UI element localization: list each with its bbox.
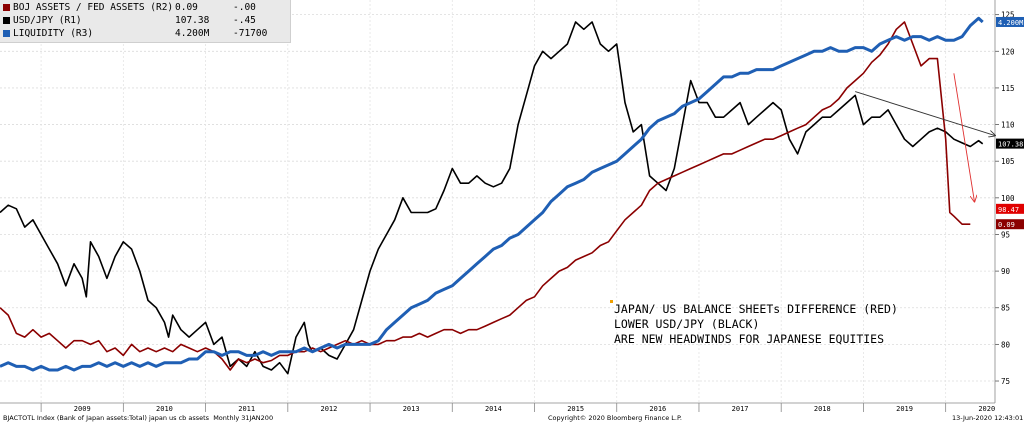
y-tick-label: 90 [1001, 267, 1011, 276]
annotation-line-2: LOWER USD/JPY (BLACK) [614, 317, 760, 331]
value-badge [996, 203, 1024, 214]
value-badge-label: 0.09 [998, 221, 1015, 229]
series-line-0 [0, 21, 984, 375]
legend-series-value: 4.200M [175, 28, 210, 39]
x-tick-label: 2019 [896, 405, 913, 413]
trend-arrow-1 [953, 73, 975, 201]
value-badge-label: 98.47 [998, 206, 1019, 214]
legend-series-change: -.45 [233, 15, 256, 26]
legend-series-name: BOJ ASSETS / FED ASSETS (R2) [13, 2, 174, 13]
value-badge [996, 219, 1024, 230]
legend-series-value: 107.38 [175, 15, 210, 26]
legend-series-change: -.00 [233, 2, 256, 13]
x-tick-label: 2009 [74, 405, 91, 413]
y-tick-label: 125 [1001, 11, 1015, 20]
chart-annotation: JAPAN/ US BALANCE SHEETs DIFFERENCE (RED… [610, 300, 898, 347]
x-tick-label: 2010 [156, 405, 173, 413]
legend-series-change: -71700 [233, 28, 268, 39]
series-line-1 [0, 21, 971, 371]
trend-arrow-0 [855, 91, 995, 136]
x-tick-label: 2017 [732, 405, 749, 413]
y-tick-label: 80 [1001, 340, 1011, 349]
value-badge-label: 107.38 [998, 141, 1023, 149]
annotation-marker [610, 300, 613, 303]
y-tick-label: 100 [1001, 194, 1015, 203]
legend-entry-usdjpy[interactable]: USD/JPY (R1) 107.38 -.45 [3, 15, 256, 27]
value-badge-label: 4.200M [998, 19, 1023, 27]
legend-series-value: 0.09 [175, 2, 198, 13]
x-tick-label: 2012 [320, 405, 337, 413]
x-tick-label: 2018 [814, 405, 831, 413]
legend-series-name: USD/JPY (R1) [13, 15, 82, 26]
y-tick-label: 75 [1001, 377, 1010, 386]
y-tick-label: 105 [1001, 157, 1015, 166]
chart-legend: BOJ ASSETS / FED ASSETS (R2) 0.09 -.00 U… [0, 0, 291, 43]
footer-timestamp: 13-Jun-2020 12:43:01 [952, 414, 1024, 422]
legend-entry-liquidity[interactable]: LIQUIDITY (R3) 4.200M -71700 [3, 28, 267, 40]
annotation-line-1: JAPAN/ US BALANCE SHEETs DIFFERENCE (RED… [614, 302, 898, 316]
series-line-2 [0, 16, 984, 372]
legend-swatch-black [3, 17, 10, 24]
x-tick-label: 2020 [978, 405, 995, 413]
x-tick-label: 2014 [485, 405, 502, 413]
legend-series-name: LIQUIDITY (R3) [13, 28, 94, 39]
y-tick-label: 95 [1001, 230, 1010, 239]
footer-copyright: Copyright© 2020 Bloomberg Finance L.P. [548, 414, 682, 422]
legend-swatch-red [3, 4, 10, 11]
legend-swatch-blue [3, 30, 10, 37]
value-badge [996, 16, 1024, 27]
x-tick-label: 2015 [567, 405, 584, 413]
annotation-line-3: ARE NEW HEADWINDS FOR JAPANESE EQUITIES [614, 332, 885, 346]
y-tick-label: 120 [1001, 47, 1015, 56]
y-tick-label: 110 [1001, 121, 1015, 130]
x-tick-label: 2011 [238, 405, 255, 413]
y-tick-label: 115 [1001, 84, 1015, 93]
x-tick-label: 2016 [649, 405, 666, 413]
x-tick-label: 2013 [403, 405, 420, 413]
legend-entry-boj-fed-ratio[interactable]: BOJ ASSETS / FED ASSETS (R2) 0.09 -.00 [3, 2, 256, 14]
footer-source: BJACTOTL Index (Bank of Japan assets:Tot… [3, 414, 274, 422]
value-badge [996, 138, 1024, 149]
y-tick-label: 85 [1001, 304, 1010, 313]
